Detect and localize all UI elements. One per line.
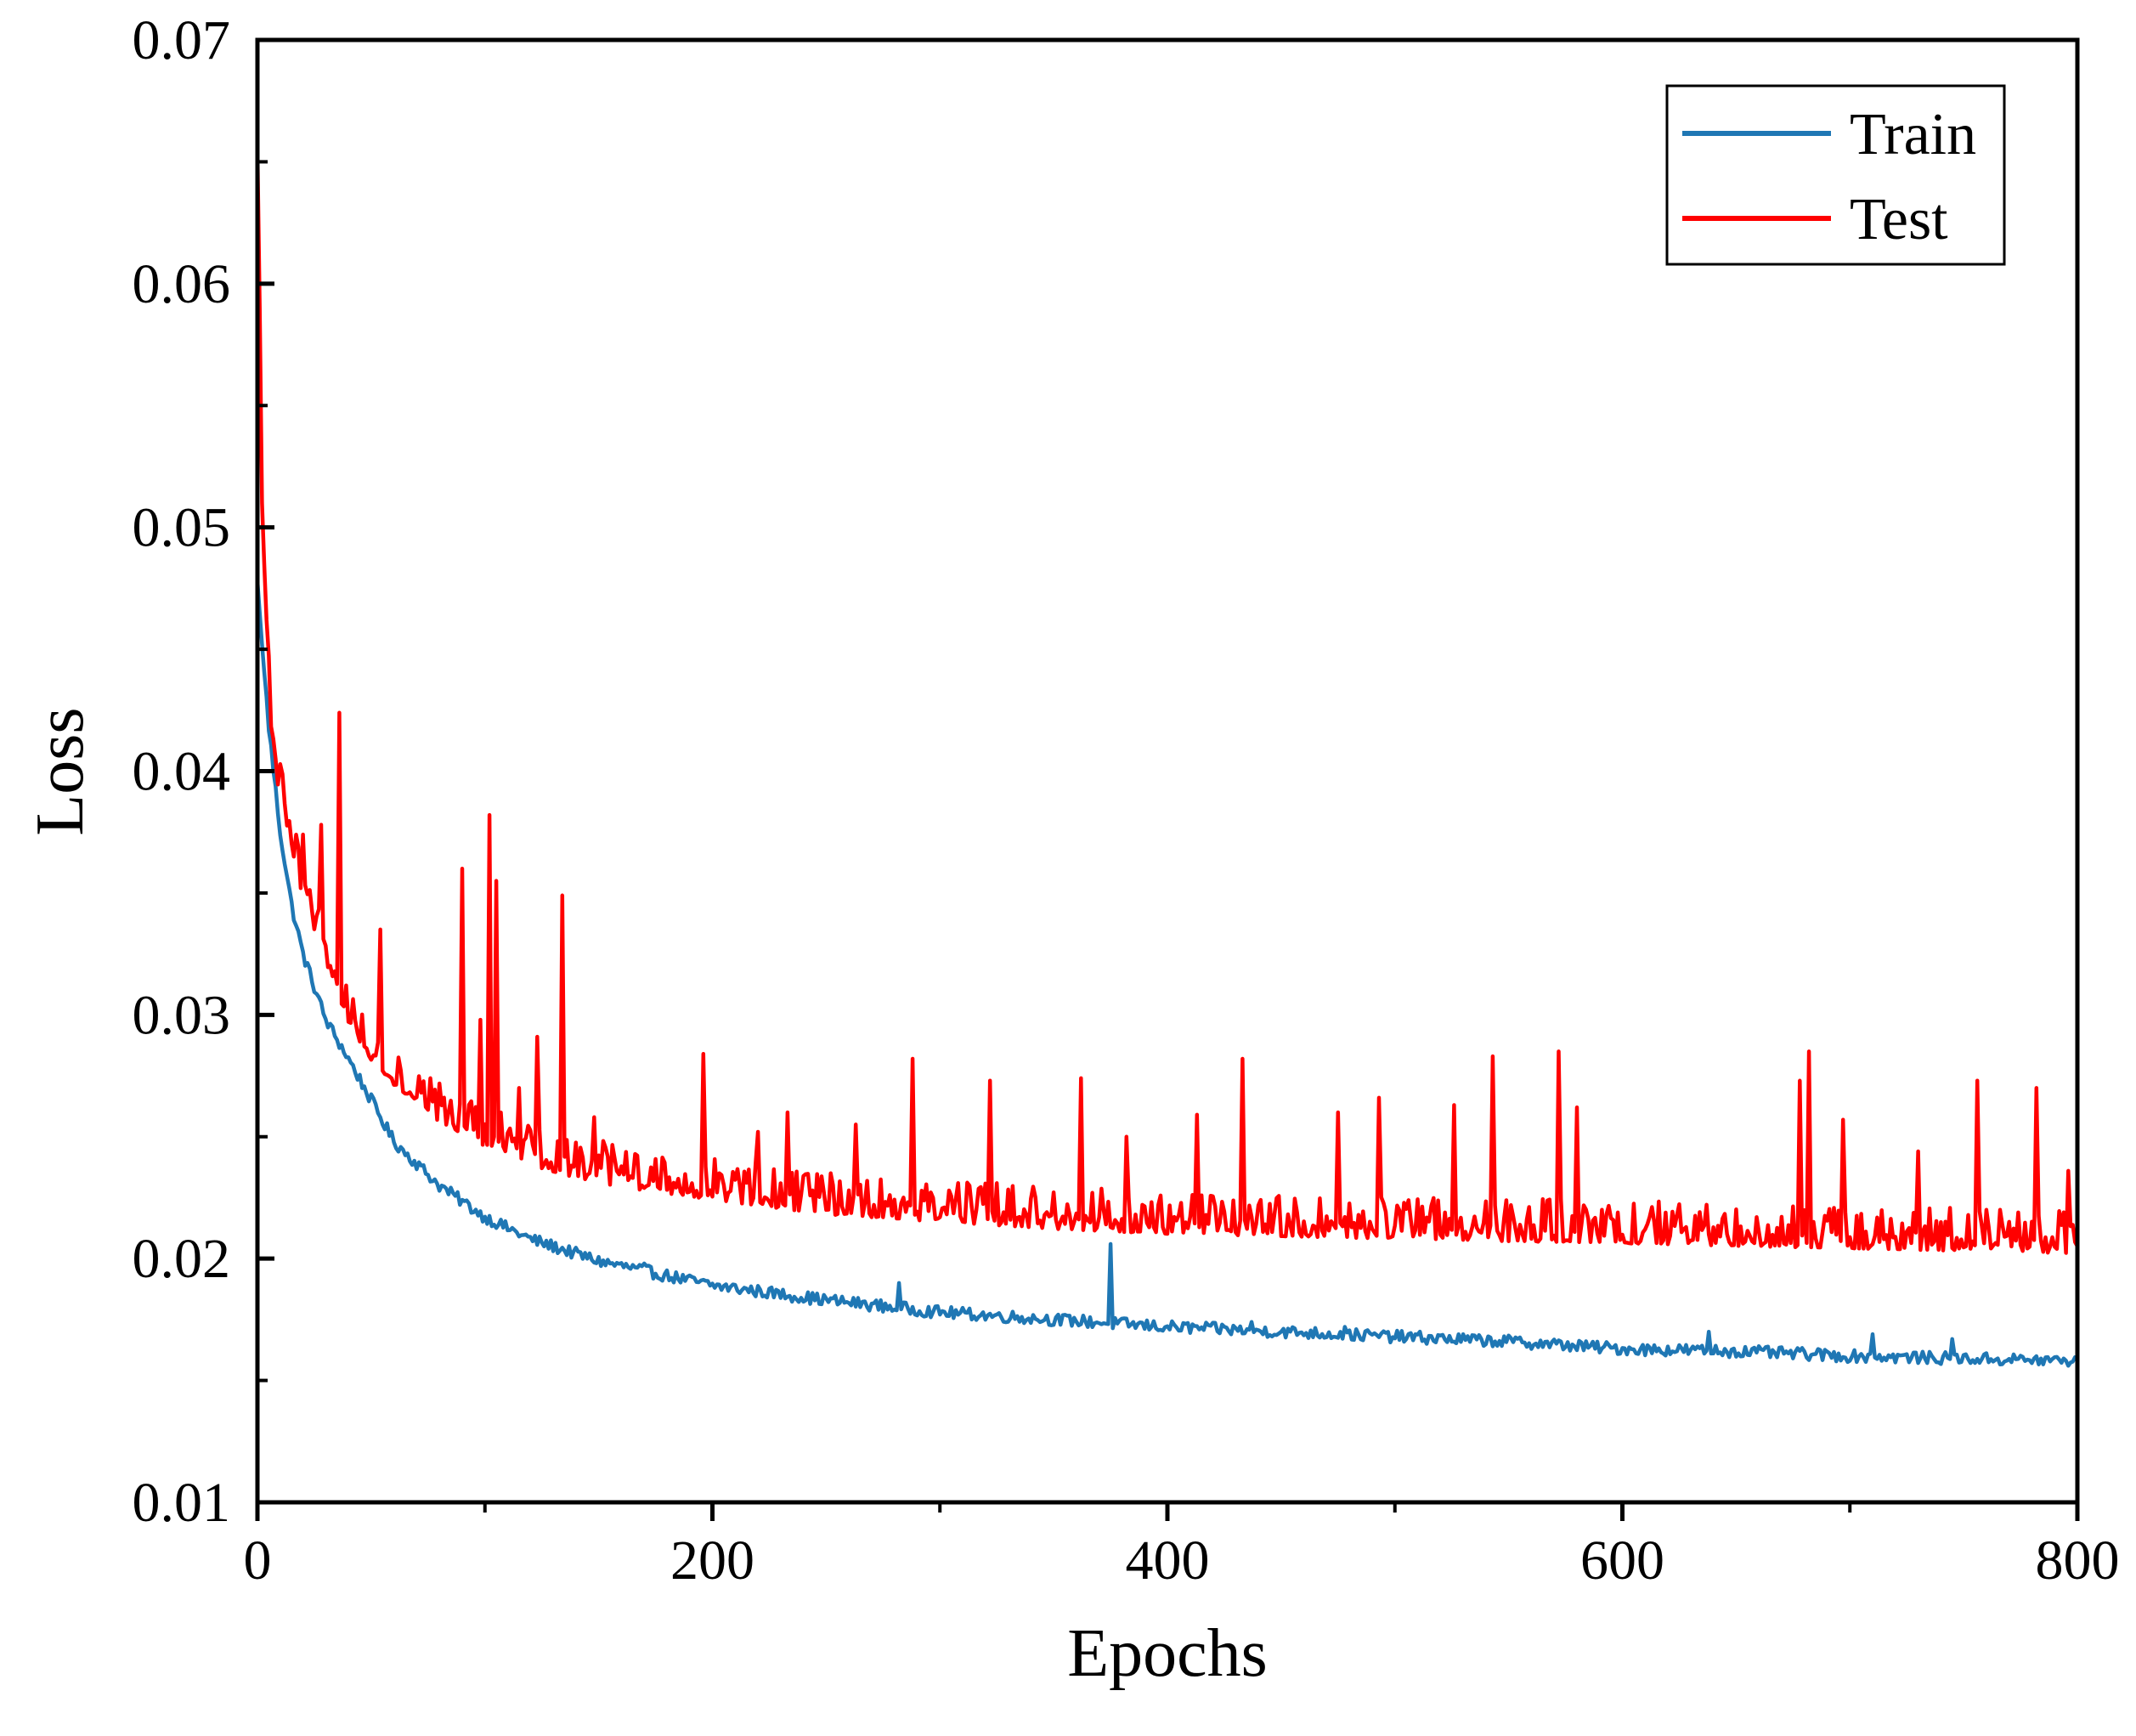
legend: Train Test	[1665, 84, 2006, 266]
series-layer	[255, 150, 2079, 1368]
legend-box	[1665, 84, 2006, 266]
series-line-train	[255, 580, 2079, 1368]
x-tick-label: 800	[2036, 1530, 2120, 1592]
y-tick-label: 0.04	[133, 741, 231, 803]
y-axis-title: Loss	[23, 707, 98, 835]
y-tick-label: 0.05	[133, 497, 231, 559]
x-tick-label: 200	[670, 1530, 754, 1592]
x-tick-label: 0	[244, 1530, 272, 1592]
legend-train-label: Train	[1850, 102, 1976, 167]
y-tick-label: 0.07	[133, 9, 231, 71]
y-tick-label: 0.02	[133, 1228, 231, 1290]
y-tick-label: 0.06	[133, 253, 231, 315]
x-axis-title: Epochs	[1067, 1616, 1268, 1691]
legend-test-label: Test	[1850, 187, 1948, 252]
series-line-test	[255, 150, 2079, 1255]
x-tick-label: 400	[1126, 1530, 1210, 1592]
x-tick-label: 600	[1580, 1530, 1664, 1592]
ticks-layer	[255, 37, 2080, 1521]
y-tick-label: 0.01	[133, 1472, 231, 1534]
labels-layer: 0 200 400 600 800 0.01 0.02 0.03 0.04 0.05 0.06 0.0…	[133, 9, 2120, 1592]
y-tick-label: 0.03	[133, 984, 231, 1046]
